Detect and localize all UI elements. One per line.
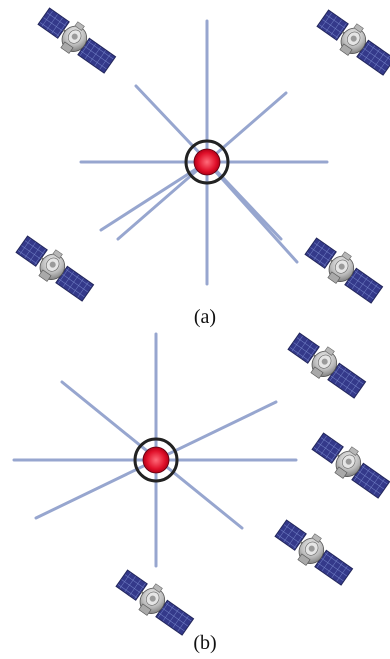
ray	[99, 160, 209, 232]
panel-b	[12, 327, 390, 640]
satellite-icon	[33, 2, 121, 78]
satellite-icon	[312, 4, 390, 80]
satellite-icon	[307, 427, 390, 503]
satellite-icon	[111, 564, 199, 640]
satellite-icon	[270, 514, 358, 590]
panel-a	[11, 2, 390, 308]
satellite-icon	[283, 327, 371, 403]
panel-caption-a: (a)	[193, 306, 217, 328]
satellite-icon	[11, 230, 99, 306]
satellite-icon	[300, 232, 388, 308]
panel-caption-b: (b)	[193, 632, 217, 654]
